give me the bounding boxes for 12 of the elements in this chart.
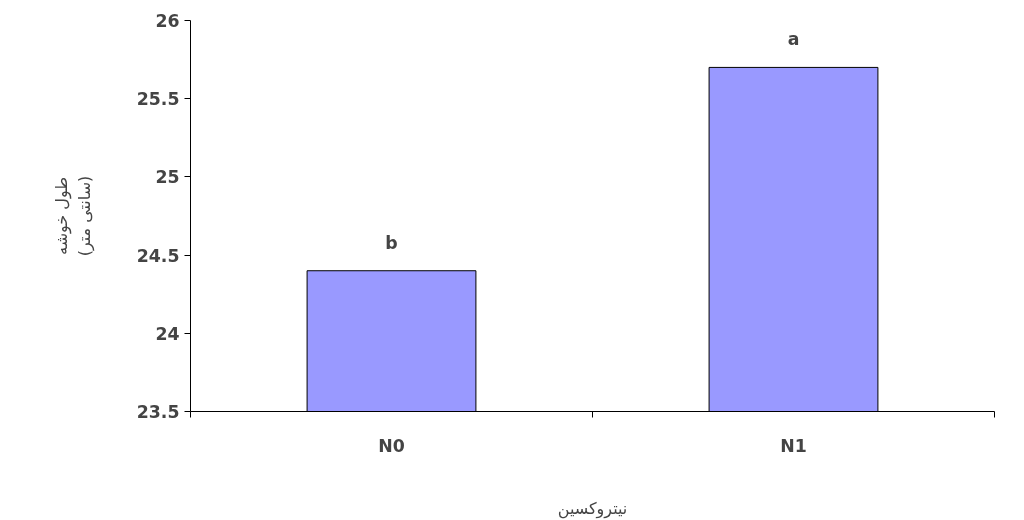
y-tick-label: 24.5 bbox=[136, 245, 180, 266]
y-tick-label: 25 bbox=[155, 167, 180, 188]
y-tick-label: 25.5 bbox=[136, 89, 180, 110]
y-tick-label: 23.5 bbox=[136, 402, 180, 422]
annotation: a bbox=[787, 29, 800, 50]
x-axis-title: نیتروکسین bbox=[557, 498, 628, 519]
x-tick-label: N1 bbox=[780, 435, 807, 456]
y-tick-label: 26 bbox=[155, 11, 180, 31]
y-axis-title: طول خوشه (سانتی متر) bbox=[51, 175, 95, 257]
annotation: b bbox=[385, 232, 398, 253]
x-tick-label: N0 bbox=[378, 435, 405, 456]
y-tick-label: 24 bbox=[155, 323, 180, 344]
